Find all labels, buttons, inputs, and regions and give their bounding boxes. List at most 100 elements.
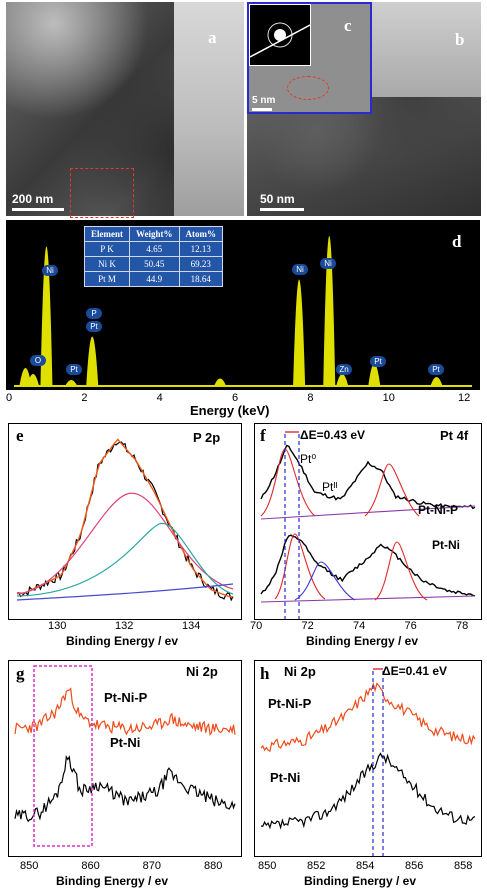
- table-header-row: Element Weight% Atom%: [84, 226, 224, 242]
- x-tick-label: 2: [81, 392, 88, 404]
- xps-plot-e: [8, 423, 242, 620]
- x-tick-label: 10: [382, 392, 395, 404]
- scale-text-b: 50 nm: [260, 192, 295, 206]
- x-tick-label: 134: [182, 620, 201, 632]
- tem-image-a: [6, 2, 244, 216]
- state-label-pt2: Ptᴵᴵ: [322, 480, 338, 494]
- curve-label-h-ptni: Pt-Ni: [270, 770, 301, 785]
- scale-text-c: 5 nm: [252, 95, 276, 106]
- p2p-raw-curve: [16, 441, 234, 602]
- table-cell: 18.64: [178, 271, 224, 287]
- table-header: Weight%: [129, 226, 180, 242]
- eds-peak: [27, 374, 40, 386]
- x-tick-label: 850: [20, 860, 39, 872]
- x-tick-label: 8: [307, 392, 314, 404]
- table-cell: 44.9: [129, 271, 180, 287]
- x-tick-label: 12: [458, 392, 471, 404]
- p2p-fit-envelope: [17, 438, 233, 598]
- panel-label-h: h: [260, 664, 270, 683]
- scale-bar-a: [12, 208, 64, 211]
- pt4f-background-top: [260, 505, 476, 520]
- peak-badge: O: [30, 355, 46, 366]
- x-tick-label: 854: [356, 860, 375, 872]
- ni2p-h-curve-ptni: [260, 752, 476, 830]
- x-label-g: Binding Energy / ev: [56, 874, 169, 888]
- eds-peak: [323, 236, 336, 386]
- state-label-pt0: Pt⁰: [300, 452, 317, 466]
- xps-curves-h: [260, 668, 476, 856]
- xps-plot-g: [8, 660, 242, 857]
- peak-badge: Pt: [86, 321, 102, 332]
- pt4f-curve-ptni: [260, 534, 476, 597]
- curve-label-f-ptnip: Pt-Ni-P: [418, 503, 458, 517]
- eds-peak: [368, 363, 381, 386]
- saed-rings: [249, 22, 311, 58]
- curve-label-h-ptnip: Pt-Ni-P: [268, 696, 312, 711]
- panel-label-f: f: [260, 426, 266, 445]
- scale-bar-c: [252, 108, 272, 111]
- peak-badge: Ni: [292, 264, 308, 275]
- peak-badge: Pt: [66, 364, 82, 375]
- eds-peak: [40, 246, 53, 386]
- p2p-background: [16, 583, 234, 601]
- panel-title-h: Ni 2p: [284, 664, 316, 679]
- eds-peak: [214, 378, 227, 386]
- ni2p-highlight-box: [33, 665, 93, 847]
- panel-label-e: e: [16, 426, 24, 445]
- panel-title-g: Ni 2p: [186, 664, 218, 679]
- table-cell: 4.65: [129, 241, 180, 257]
- peak-badge: P: [86, 308, 102, 319]
- panel-label-c: c: [344, 16, 352, 35]
- saed-pattern: [249, 4, 311, 66]
- scale-text-a: 200 nm: [12, 192, 54, 206]
- x-tick-label: 856: [405, 860, 424, 872]
- table-cell: 50.45: [129, 256, 180, 272]
- x-tick-label: 76: [404, 620, 417, 632]
- x-tick-label: 4: [156, 392, 163, 404]
- pt4f-fit-ptni-c: [374, 541, 428, 601]
- eds-x-label: Energy (keV): [190, 403, 270, 418]
- panel-label-d: d: [452, 232, 462, 251]
- curve-label-f-ptni: Pt-Ni: [432, 538, 460, 552]
- table-cell: 12.13: [178, 241, 224, 257]
- curve-label-g-ptnip: Pt-Ni-P: [104, 690, 148, 705]
- table-header: Element: [84, 226, 130, 242]
- x-tick-label: 852: [307, 860, 326, 872]
- x-tick-label: 74: [353, 620, 366, 632]
- x-tick-label: 860: [81, 860, 100, 872]
- composition-table: Element Weight% Atom% P K 4.65 12.13 Ni …: [84, 226, 224, 287]
- xps-curves-f: [260, 431, 476, 619]
- ni2p-curve-ptni: [14, 755, 236, 823]
- x-label-e: Binding Energy / ev: [66, 634, 179, 648]
- p2p-component-1: [16, 492, 234, 595]
- panel-label-g: g: [16, 664, 25, 683]
- roi-box-a: [70, 168, 134, 218]
- peak-badge: Ni: [42, 265, 58, 276]
- x-tick-label: 858: [454, 860, 473, 872]
- pt4f-fit-ptni-a: [274, 533, 326, 600]
- table-cell: P K: [84, 241, 130, 257]
- eds-peak: [336, 374, 349, 386]
- peak-badge: Pt: [428, 364, 444, 375]
- x-label-f: Binding Energy / ev: [306, 634, 419, 648]
- peak-badge: Pt: [370, 356, 386, 367]
- p2p-component-2: [16, 522, 234, 597]
- x-tick-label: 78: [456, 620, 469, 632]
- table-header: Atom%: [178, 226, 224, 242]
- x-tick-label: 850: [258, 860, 277, 872]
- xps-curves-e: [16, 438, 234, 602]
- table-row: Pt M 44.9 18.64: [84, 271, 224, 287]
- pt4f-background-bottom: [260, 595, 476, 603]
- ni2p-curve-ptnip: [14, 687, 236, 736]
- scale-bar-b: [260, 208, 304, 211]
- panel-title-f: Pt 4f: [440, 428, 469, 443]
- pt4f-fit-ptni-b: [294, 561, 356, 601]
- xps-curves-g: [14, 665, 236, 847]
- pt4f-fit-pt0-b: [364, 463, 420, 517]
- x-tick-label: 880: [204, 860, 223, 872]
- delta-e-label-h: ΔE=0.41 eV: [382, 664, 448, 678]
- x-tick-label: 70: [250, 620, 263, 632]
- pt4f-curve-ptnip: [260, 444, 476, 510]
- eds-peak: [65, 380, 78, 386]
- table-row: Ni K 50.45 69.23: [84, 256, 224, 272]
